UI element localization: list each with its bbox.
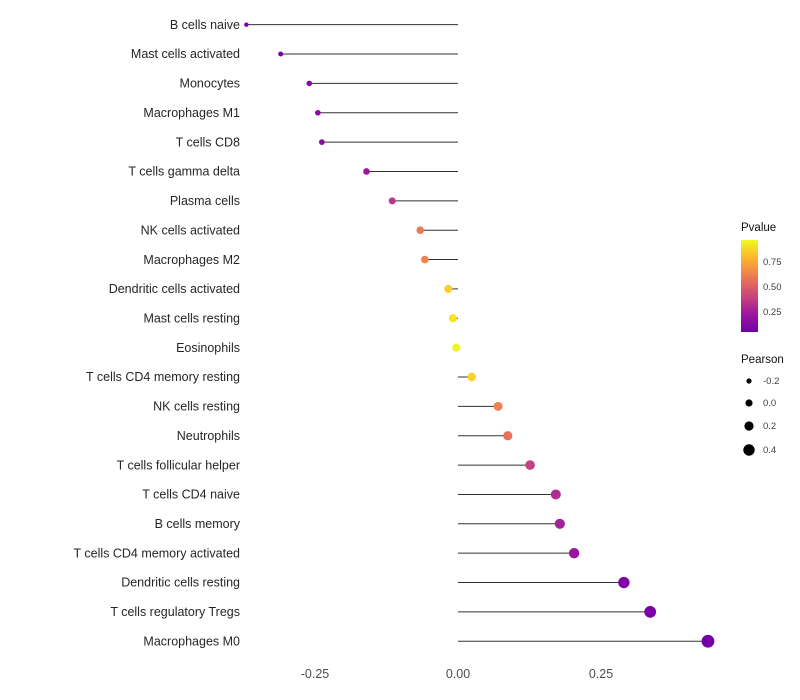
legend-size-label: -0.2 <box>763 376 779 387</box>
lollipop-dot <box>701 634 715 648</box>
legend-size-dot <box>743 444 755 456</box>
y-axis-label: T cells CD4 memory activated <box>74 546 241 560</box>
y-axis-label: T cells regulatory Tregs <box>110 605 240 619</box>
legend-size-label: 0.0 <box>763 398 776 409</box>
x-tick-label: 0.00 <box>446 667 470 681</box>
legend-pvalue-tick-label: 0.25 <box>763 307 782 318</box>
y-axis-label: T cells CD4 memory resting <box>86 370 240 384</box>
lollipop-dot <box>318 139 325 146</box>
lollipop-dot <box>525 460 535 470</box>
y-axis-label: Macrophages M2 <box>143 253 240 267</box>
y-axis-label: Mast cells resting <box>143 311 240 325</box>
y-axis-label: Plasma cells <box>170 194 240 208</box>
lollipop-dot <box>444 284 453 293</box>
lollipop-dot <box>416 226 425 234</box>
lollipop-dot <box>568 547 580 559</box>
legend-size-label: 0.2 <box>763 421 776 432</box>
legend-size-dot <box>746 378 752 384</box>
y-axis-label: NK cells resting <box>153 400 240 414</box>
lollipop-dot <box>493 401 503 411</box>
x-tick-label: -0.25 <box>301 667 330 681</box>
x-tick-label: 0.25 <box>589 667 613 681</box>
lollipop-dot <box>244 22 249 27</box>
legend-size-dot <box>745 399 753 407</box>
legend-pvalue-tick-label: 0.75 <box>763 257 782 268</box>
legend-pvalue-title: Pvalue <box>741 222 776 234</box>
lollipop-dot <box>554 518 565 529</box>
y-axis-label: B cells memory <box>155 517 241 531</box>
lollipop-dot <box>306 80 313 87</box>
y-axis-label: T cells CD8 <box>176 135 240 149</box>
lollipop-dot <box>618 576 630 589</box>
lollipop-dot <box>550 489 561 500</box>
y-axis-label: NK cells activated <box>141 223 240 237</box>
lollipop-dot <box>503 431 513 441</box>
pvalue-gradient-bar <box>741 240 758 332</box>
lollipop-dot <box>388 197 396 205</box>
lollipop-dot <box>448 314 457 323</box>
lollipop-dot <box>467 372 476 382</box>
lollipop-dot <box>278 51 284 57</box>
legend-size-label: 0.4 <box>763 445 776 456</box>
legend-pvalue-tick-label: 0.50 <box>763 282 782 293</box>
y-axis-label: Macrophages M0 <box>143 634 240 648</box>
y-axis-label: Macrophages M1 <box>143 106 240 120</box>
y-axis-label: Eosinophils <box>176 341 240 355</box>
y-axis-label: T cells follicular helper <box>117 458 240 472</box>
y-axis-label: T cells CD4 naive <box>142 488 240 502</box>
y-axis-label: Mast cells activated <box>131 47 240 61</box>
y-axis-label: Monocytes <box>180 77 240 91</box>
lollipop-dot <box>644 605 657 618</box>
lollipop-dot <box>421 255 429 264</box>
lollipop-dot <box>315 109 321 116</box>
legend-pearson-title: Pearson <box>741 354 784 366</box>
lollipop-dot <box>452 343 461 352</box>
y-axis-label: B cells naive <box>170 18 240 32</box>
y-axis-label: T cells gamma delta <box>128 165 240 179</box>
y-axis-label: Dendritic cells resting <box>121 576 240 590</box>
legend-size-dot <box>744 421 754 431</box>
y-axis-label: Neutrophils <box>177 429 240 443</box>
y-axis-label: Dendritic cells activated <box>109 282 240 296</box>
lollipop-dot <box>363 168 370 175</box>
